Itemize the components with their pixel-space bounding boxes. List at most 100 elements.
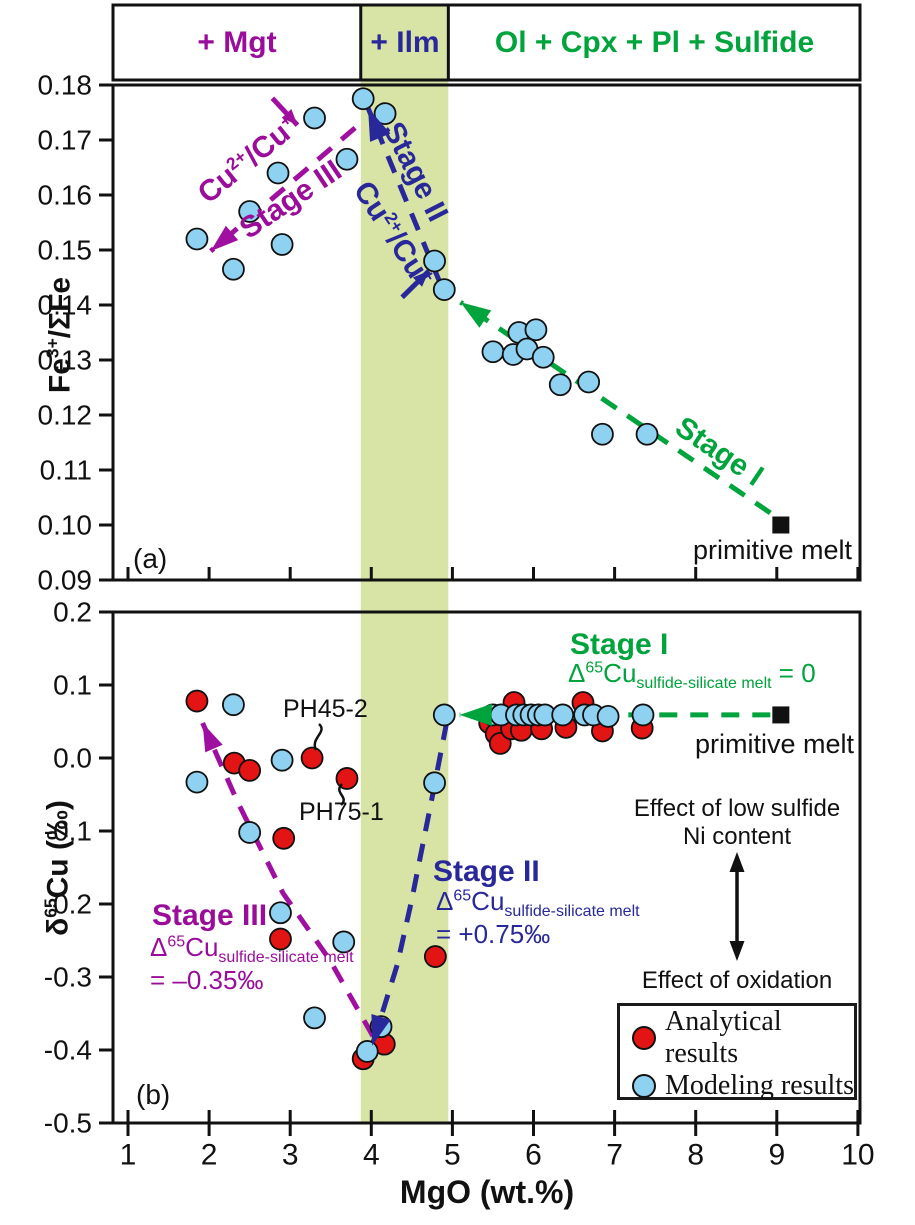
header-zone-mgt-label: + Mgt bbox=[197, 25, 277, 59]
cu: Cu bbox=[603, 658, 637, 688]
analytical-results-point bbox=[300, 746, 324, 770]
analytical-results-point bbox=[238, 759, 262, 782]
x-axis-title: MgO (wt.%) bbox=[399, 1174, 575, 1211]
legend-label-analytical: Analytical results bbox=[665, 1006, 782, 1069]
legend-label-modeling: Modeling results bbox=[665, 1070, 854, 1101]
y-tick-label: 0.0 bbox=[53, 743, 92, 774]
analytical-results-marker bbox=[632, 1026, 656, 1050]
iso: 65 bbox=[453, 887, 472, 905]
header-zone-sulfide: Ol + Cpx + Pl + Sulfide bbox=[449, 5, 860, 80]
modeling-results-point bbox=[270, 748, 294, 772]
sub: sulfide-silicate melt bbox=[504, 903, 640, 921]
double-arrow-up-head bbox=[729, 852, 745, 872]
trend-stage-3-arrowhead bbox=[210, 225, 239, 252]
y-title-a-sup: 3+ bbox=[42, 338, 63, 359]
primitive-melt-label-a: primitive melt bbox=[693, 535, 853, 565]
trend-stage-3-arrowhead bbox=[202, 722, 223, 753]
y-tick-label: 0.17 bbox=[38, 125, 93, 156]
y-tick-label: 0.1 bbox=[53, 670, 92, 701]
trend-stage-3 bbox=[200, 721, 376, 1038]
x-tick-label: 5 bbox=[444, 1139, 461, 1172]
trend-stage-1 bbox=[459, 300, 772, 515]
eq: = 0 bbox=[771, 658, 816, 688]
trend-stage-2-arrowhead bbox=[371, 1014, 391, 1046]
cu-ratio-increase-arrow-head bbox=[412, 270, 429, 287]
y-tick-label: 0.15 bbox=[38, 235, 93, 266]
ph75-1-connector bbox=[338, 783, 345, 806]
y-tick-label: -0.4 bbox=[44, 1035, 92, 1066]
modeling-results-point bbox=[635, 422, 659, 446]
primitive-melt-marker bbox=[772, 516, 790, 534]
panel-a-frame bbox=[111, 83, 862, 582]
modeling-results-point bbox=[222, 693, 245, 717]
modeling-results-point bbox=[238, 200, 262, 223]
analytical-results-point bbox=[185, 689, 209, 713]
trend-stage-3 bbox=[209, 125, 357, 254]
trend-stage-2-arrowhead bbox=[368, 108, 391, 142]
header-box bbox=[111, 3, 862, 82]
x-tick-label: 8 bbox=[687, 1139, 704, 1172]
delta: Δ bbox=[150, 932, 168, 962]
modeling-results-point bbox=[596, 704, 620, 728]
modeling-results-point bbox=[373, 102, 397, 125]
analytical-results-point bbox=[269, 927, 292, 951]
modeling-results-point bbox=[238, 821, 262, 844]
trend-stage-1-arrowhead bbox=[459, 703, 492, 726]
modeling-results-point bbox=[335, 147, 359, 171]
x-tick-label: 1 bbox=[120, 1139, 137, 1172]
y-tick-label: 0.10 bbox=[38, 510, 93, 541]
y-tick-label: 0.2 bbox=[53, 597, 92, 628]
trend-stage-1-arrowhead bbox=[460, 302, 492, 328]
stage3-formula: Δ65Cusulfide-silicate melt = –0.35‰ bbox=[150, 932, 354, 995]
x-tick-label: 6 bbox=[525, 1139, 542, 1172]
analytical-results-point bbox=[335, 767, 359, 790]
sub: sulfide-silicate melt bbox=[218, 949, 354, 967]
modeling-results-point bbox=[531, 345, 555, 369]
delta: Δ bbox=[568, 658, 586, 688]
modeling-results-point bbox=[577, 370, 601, 394]
modeling-results-point bbox=[591, 422, 614, 446]
modeling-results-point bbox=[185, 227, 209, 251]
y-axis-title-b: δ65Cu (‰) bbox=[41, 800, 75, 936]
y-title-a-rest: /ΣFe bbox=[43, 276, 77, 339]
modeling-results-point bbox=[631, 703, 655, 727]
legend-item-modeling: Modeling results bbox=[632, 1070, 854, 1102]
modeling-results-point bbox=[423, 249, 446, 273]
y-tick-label: 0.18 bbox=[38, 70, 93, 101]
y-tick-label: -0.2 bbox=[44, 889, 92, 920]
modeling-results-point bbox=[481, 340, 505, 364]
legend: Analytical results Modeling results bbox=[617, 1003, 857, 1102]
modeling-results-point bbox=[222, 257, 245, 281]
y-title-b-rest: Cu (‰) bbox=[41, 800, 75, 899]
modeling-results-point bbox=[432, 278, 456, 302]
legend-item-analytical: Analytical results bbox=[632, 1006, 854, 1070]
stage1-label-b: Stage I bbox=[570, 628, 669, 661]
delta: Δ bbox=[436, 886, 454, 916]
iso: 65 bbox=[167, 933, 186, 951]
effect-low-sulfide-label: Effect of low sulfide Ni content bbox=[634, 795, 840, 851]
x-tick-label: 10 bbox=[841, 1139, 874, 1172]
header-zone-mgt: + Mgt bbox=[113, 5, 361, 80]
modeling-results-point bbox=[303, 106, 326, 130]
modeling-results-point bbox=[269, 901, 292, 925]
header-zone-ilm-label: + Ilm bbox=[370, 25, 440, 59]
modeling-results-point bbox=[185, 770, 209, 794]
y-axis-title-a: Fe3+/ΣFe bbox=[42, 276, 77, 393]
stage2-label-b: Stage II bbox=[433, 855, 540, 888]
analytical-results-point bbox=[423, 945, 447, 968]
effect-low-line2: Ni content bbox=[682, 823, 792, 850]
modeling-results-point bbox=[432, 703, 456, 727]
iso: 65 bbox=[585, 659, 604, 677]
effect-low-line1: Effect of low sulfide bbox=[633, 795, 841, 822]
panel-a-tag: (a) bbox=[133, 543, 168, 574]
stage2-formula: Δ65Cusulfide-silicate melt = +0.75‰ bbox=[436, 886, 640, 949]
y-tick-label: 0.09 bbox=[38, 565, 93, 596]
stage1-formula: Δ65Cusulfide-silicate melt = 0 bbox=[568, 658, 816, 693]
header-zone-sulfide-label: Ol + Cpx + Pl + Sulfide bbox=[494, 25, 815, 59]
primitive-melt-label-b: primitive melt bbox=[695, 729, 855, 759]
modeling-results-point bbox=[548, 373, 572, 397]
panel-b-frame bbox=[111, 610, 862, 1125]
y-tick-label: -0.3 bbox=[44, 962, 92, 993]
modeling-results-point bbox=[332, 930, 356, 954]
